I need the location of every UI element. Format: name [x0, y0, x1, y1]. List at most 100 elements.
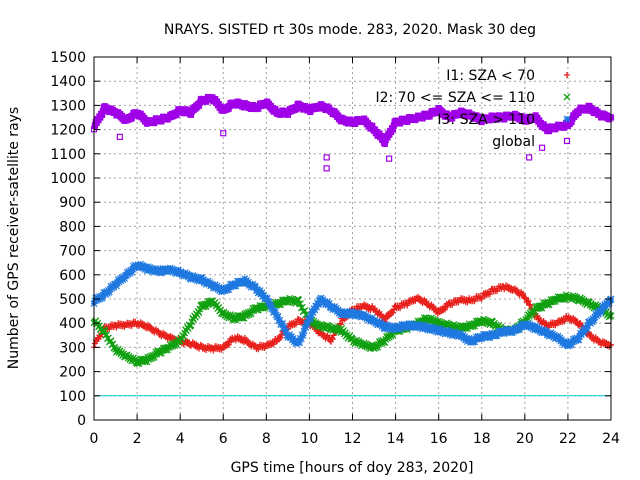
data-point — [448, 332, 450, 334]
y-axis-label: Number of GPS receiver-satellite rays — [6, 107, 22, 369]
outlier-point — [323, 165, 330, 172]
data-point — [112, 282, 120, 290]
data-point — [298, 343, 300, 345]
y-tick-label: 1100 — [50, 147, 86, 163]
data-point — [382, 323, 390, 331]
data-point — [575, 336, 583, 344]
data-point — [173, 270, 181, 278]
data-point — [296, 339, 304, 347]
data-point — [387, 325, 395, 333]
data-point — [265, 298, 267, 300]
data-point — [344, 312, 352, 320]
data-point — [201, 346, 203, 348]
y-tick-label: 0 — [77, 413, 86, 429]
data-point — [319, 332, 321, 334]
data-point — [274, 313, 282, 320]
data-point — [569, 335, 577, 343]
data-point — [384, 326, 386, 328]
data-point — [147, 121, 149, 123]
data-point — [225, 341, 232, 348]
data-point — [267, 301, 275, 309]
data-point — [470, 299, 472, 301]
data-point — [567, 124, 569, 126]
data-point — [158, 332, 160, 334]
data-point — [373, 129, 375, 131]
data-point — [276, 339, 278, 341]
x-tick-label: 10 — [301, 431, 319, 447]
data-point — [95, 293, 103, 301]
data-point — [244, 104, 246, 106]
data-point — [233, 317, 235, 319]
y-tick-label: 700 — [59, 244, 86, 260]
data-point — [97, 292, 105, 300]
data-point — [564, 342, 572, 350]
data-point — [265, 102, 267, 104]
data-point — [201, 279, 203, 281]
data-point — [599, 310, 601, 312]
data-point — [121, 275, 128, 283]
data-point — [545, 129, 547, 131]
data-point — [389, 126, 396, 133]
data-point — [427, 303, 429, 305]
data-point — [330, 305, 332, 307]
data-point — [573, 318, 580, 325]
data-point — [567, 316, 569, 318]
legend-label: I2: 70 <= SZA <= 110 — [375, 90, 535, 106]
data-point — [383, 321, 391, 329]
data-point — [195, 102, 203, 109]
y-tick-label: 300 — [59, 340, 86, 356]
data-point — [276, 112, 278, 114]
data-point — [389, 309, 396, 316]
data-point — [388, 323, 396, 331]
x-tick-label: 16 — [430, 431, 448, 447]
data-point — [91, 297, 99, 305]
data-point — [481, 296, 483, 298]
data-point — [244, 315, 246, 317]
data-point — [105, 288, 113, 296]
x-tick-label: 2 — [133, 431, 142, 447]
data-point — [255, 107, 257, 109]
data-point — [211, 285, 213, 287]
data-point — [570, 337, 578, 345]
data-point — [277, 334, 284, 341]
data-point — [390, 306, 397, 313]
data-point — [244, 339, 246, 341]
data-point — [492, 322, 494, 324]
data-point — [276, 303, 278, 305]
legend-entry: I1: SZA < 70 — [446, 68, 570, 84]
y-tick-label: 200 — [59, 365, 86, 381]
plot-area — [90, 93, 615, 368]
data-point — [341, 329, 343, 331]
x-axis-label: GPS time [hours of doy 283, 2020] — [231, 460, 474, 476]
data-point — [329, 336, 336, 343]
legend-label: global — [492, 134, 535, 150]
legend-label: I3: SZA > 110 — [437, 112, 535, 128]
data-point — [384, 339, 386, 341]
data-point — [330, 339, 332, 341]
data-point — [336, 320, 343, 327]
y-tick-label: 400 — [59, 316, 86, 332]
data-point — [104, 293, 106, 295]
data-point — [395, 306, 397, 308]
data-point — [567, 344, 569, 346]
data-point — [233, 283, 235, 285]
series-I3 — [90, 260, 615, 350]
x-tick-label: 20 — [516, 431, 534, 447]
data-point — [96, 295, 104, 303]
data-point — [438, 329, 440, 331]
legend-marker — [564, 72, 570, 78]
data-point — [465, 334, 473, 342]
data-point — [438, 322, 440, 324]
data-point — [265, 345, 267, 347]
data-point — [386, 322, 394, 330]
data-point — [438, 311, 440, 313]
data-point — [381, 325, 389, 333]
data-point — [299, 331, 307, 339]
data-point — [265, 298, 273, 306]
data-point — [298, 104, 300, 106]
data-point — [287, 299, 289, 301]
data-point — [567, 339, 575, 347]
data-point — [578, 322, 580, 324]
data-point — [352, 313, 354, 315]
